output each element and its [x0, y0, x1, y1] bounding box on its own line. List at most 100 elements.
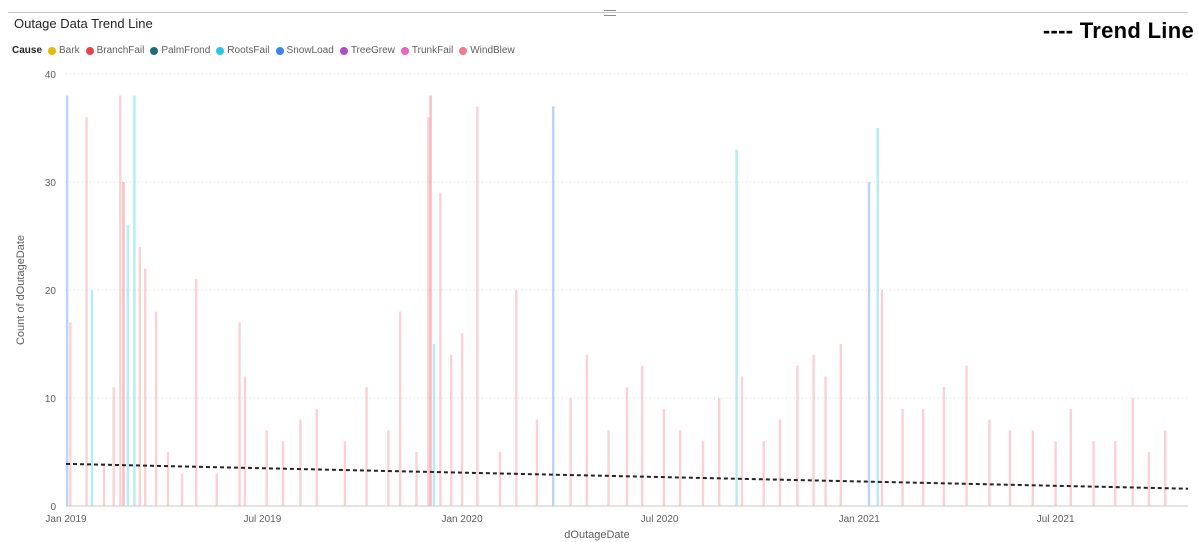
bar[interactable] — [901, 408, 904, 506]
bar[interactable] — [399, 311, 402, 506]
bar[interactable] — [778, 419, 782, 506]
gridlines — [66, 73, 1188, 399]
bar[interactable] — [243, 376, 247, 506]
bar[interactable] — [988, 419, 991, 506]
bar[interactable] — [133, 95, 136, 506]
bar[interactable] — [122, 182, 125, 506]
chart-title: Outage Data Trend Line — [14, 16, 153, 31]
bar[interactable] — [740, 376, 744, 506]
bar[interactable] — [839, 344, 842, 506]
bar[interactable] — [365, 387, 368, 506]
bar[interactable] — [90, 290, 94, 506]
bar[interactable] — [942, 387, 946, 506]
bar[interactable] — [144, 268, 147, 506]
bar[interactable] — [195, 279, 198, 506]
bar[interactable] — [515, 290, 518, 506]
x-tick-label: Jan 2019 — [45, 514, 87, 525]
bar[interactable] — [824, 376, 827, 506]
bar[interactable] — [315, 408, 318, 506]
bar[interactable] — [498, 452, 502, 506]
legend-dot-icon — [48, 46, 57, 55]
legend-item-rootsfail[interactable]: RootsFail — [216, 45, 270, 56]
bar[interactable] — [1114, 441, 1117, 506]
bar[interactable] — [343, 441, 347, 506]
bar[interactable] — [535, 419, 539, 506]
bar[interactable] — [1131, 398, 1134, 506]
legend-item-snowload[interactable]: SnowLoad — [275, 45, 334, 56]
bar[interactable] — [460, 333, 464, 506]
bar[interactable] — [415, 452, 418, 506]
bar[interactable] — [880, 290, 884, 506]
bar[interactable] — [1054, 441, 1057, 506]
bar[interactable] — [450, 354, 453, 506]
bar[interactable] — [679, 430, 682, 506]
bar[interactable] — [119, 95, 122, 506]
bar[interactable] — [432, 344, 436, 506]
bar[interactable] — [735, 149, 738, 506]
bar[interactable] — [126, 225, 130, 506]
bar[interactable] — [387, 430, 390, 506]
bar[interactable] — [625, 387, 629, 506]
bar[interactable] — [85, 117, 88, 506]
bar[interactable] — [812, 354, 815, 506]
bar[interactable] — [796, 365, 799, 506]
legend-title: Cause — [12, 45, 43, 56]
bar[interactable] — [1147, 452, 1151, 506]
bar[interactable] — [1164, 430, 1167, 506]
bar[interactable] — [662, 408, 666, 506]
bar[interactable] — [762, 441, 765, 506]
y-tick-label: 40 — [45, 70, 57, 81]
bar[interactable] — [876, 128, 879, 506]
bar[interactable] — [429, 95, 432, 506]
bar[interactable] — [641, 365, 644, 506]
legend-item-bark[interactable]: Bark — [48, 45, 80, 56]
bar[interactable] — [265, 430, 268, 506]
x-tick-label: Jul 2019 — [243, 514, 281, 525]
x-tick-label: Jul 2020 — [641, 514, 679, 525]
legend-item-windblew[interactable]: WindBlew — [459, 45, 515, 56]
bar[interactable] — [1092, 441, 1095, 506]
bar[interactable] — [65, 95, 69, 506]
legend-dot-icon — [85, 46, 94, 55]
axes: 0 10 20 30 40 Jan 2019 Jul 2019 Jan 2020 Jul 202… — [15, 70, 1188, 541]
bar[interactable] — [112, 387, 115, 506]
x-axis-title: dOutageDate — [564, 529, 629, 541]
legend-item-label: WindBlew — [470, 45, 515, 56]
bar[interactable] — [476, 106, 479, 507]
bar[interactable] — [718, 398, 721, 506]
legend-item-branchfail[interactable]: BranchFail — [85, 45, 144, 56]
bars[interactable] — [65, 95, 1167, 507]
bar[interactable] — [922, 408, 925, 506]
bar[interactable] — [180, 473, 184, 506]
bar[interactable] — [552, 106, 555, 507]
bar[interactable] — [154, 311, 158, 506]
trend-line-caption: ---- Trend Line — [1042, 18, 1194, 43]
bar[interactable] — [102, 462, 106, 506]
drag-handle-icon[interactable] — [604, 10, 616, 16]
legend-item-treegrew[interactable]: TreeGrew — [339, 45, 395, 56]
bar[interactable] — [701, 441, 705, 506]
bar[interactable] — [439, 192, 442, 507]
bar[interactable] — [166, 452, 170, 506]
bar[interactable] — [1008, 430, 1012, 506]
legend-item-palmfrond[interactable]: PalmFrond — [150, 45, 210, 56]
bar[interactable] — [427, 117, 430, 506]
bar[interactable] — [569, 398, 572, 506]
bar[interactable] — [138, 246, 141, 507]
bar[interactable] — [238, 322, 241, 506]
bar[interactable] — [299, 419, 302, 506]
legend: Cause Bark BranchFail PalmFrond RootsFai… — [12, 45, 521, 56]
x-tick-label: Jul 2021 — [1037, 514, 1075, 525]
bar[interactable] — [215, 473, 218, 506]
bar[interactable] — [607, 430, 610, 506]
bar[interactable] — [281, 441, 285, 506]
bar[interactable] — [585, 354, 589, 506]
bar[interactable] — [965, 365, 968, 506]
bar[interactable] — [867, 182, 871, 506]
y-tick-label: 0 — [50, 502, 56, 513]
bar[interactable] — [1069, 408, 1072, 506]
legend-item-trunkfail[interactable]: TrunkFail — [400, 45, 453, 56]
bar[interactable] — [1031, 430, 1034, 506]
bar[interactable] — [69, 322, 72, 506]
